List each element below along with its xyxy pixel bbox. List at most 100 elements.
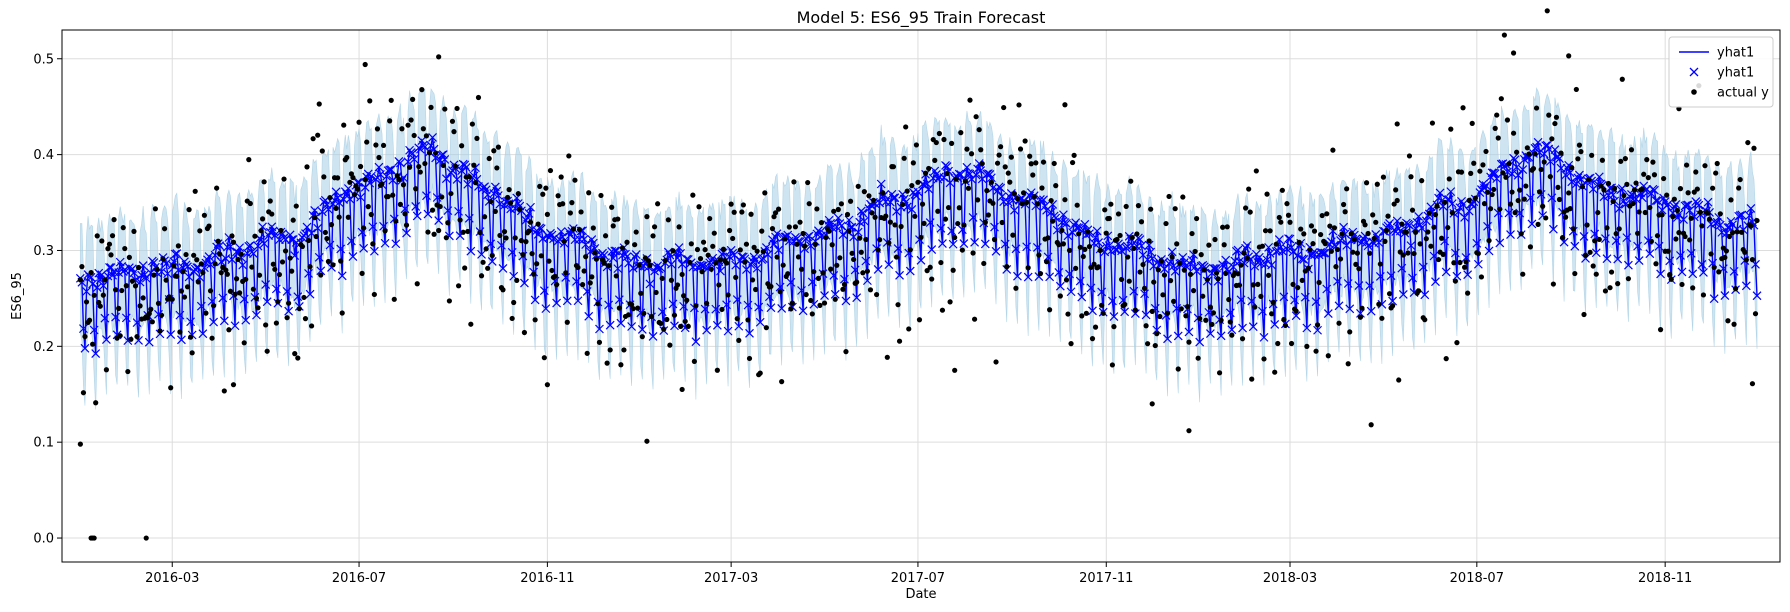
- actual-point: [1657, 327, 1664, 333]
- forecast-marker: [1339, 222, 1349, 232]
- actual-point: [818, 220, 825, 226]
- forecast-marker: [1065, 269, 1074, 279]
- actual-point: [226, 327, 232, 333]
- actual-point: [570, 226, 577, 232]
- actual-point: [1186, 339, 1192, 345]
- actual-point: [1382, 238, 1388, 244]
- actual-point: [1377, 261, 1383, 267]
- actual-point: [566, 153, 572, 159]
- actual-point: [1451, 260, 1457, 266]
- actual-point: [552, 273, 558, 279]
- forecast-marker: [1715, 220, 1725, 230]
- actual-point: [180, 269, 186, 275]
- actual-point: [740, 202, 746, 208]
- actual-point: [690, 192, 696, 198]
- actual-point: [1733, 286, 1739, 292]
- actual-point: [1318, 231, 1324, 238]
- actual-point: [1048, 197, 1054, 204]
- actual-point: [1299, 277, 1305, 283]
- actual-point: [621, 347, 627, 353]
- forecast-marker: [348, 252, 358, 262]
- actual-point: [826, 228, 832, 234]
- forecast-marker: [1259, 332, 1269, 342]
- actual-point: [282, 248, 289, 254]
- actual-point: [1599, 157, 1605, 163]
- actual-point: [102, 277, 108, 283]
- actual-point: [197, 228, 203, 234]
- actual-point: [1644, 157, 1650, 163]
- actual-point: [949, 140, 955, 146]
- actual-point: [786, 224, 792, 230]
- actual-point: [1737, 176, 1743, 183]
- forecast-marker: [380, 238, 390, 248]
- actual-point: [1748, 223, 1754, 229]
- actual-point: [861, 189, 867, 195]
- forecast-marker: [487, 257, 497, 266]
- forecast-marker: [1628, 194, 1638, 204]
- actual-outlier-point: [1186, 428, 1192, 434]
- forecast-marker: [905, 266, 915, 276]
- legend-label: yhat1: [1717, 66, 1754, 81]
- actual-point: [1685, 190, 1691, 196]
- actual-point: [725, 292, 731, 298]
- actual-outlier-point: [362, 61, 368, 68]
- forecast-marker: [942, 162, 952, 171]
- actual-point: [1359, 305, 1365, 311]
- actual-outlier-point: [230, 382, 237, 388]
- forecast-marker: [1365, 281, 1375, 291]
- forecast-marker: [261, 280, 271, 289]
- actual-point: [212, 261, 218, 267]
- actual-point: [1636, 209, 1642, 215]
- actual-point: [717, 257, 724, 263]
- actual-point: [417, 169, 423, 175]
- actual-point: [794, 241, 800, 247]
- actual-point: [887, 219, 893, 225]
- forecast-marker: [1055, 281, 1065, 291]
- actual-point: [647, 262, 653, 268]
- forecast-marker: [838, 230, 848, 240]
- actual-point: [413, 186, 419, 192]
- actual-point: [1295, 285, 1301, 291]
- actual-point: [503, 235, 509, 241]
- actual-point: [210, 303, 217, 309]
- actual-point: [1273, 241, 1279, 247]
- actual-point: [909, 183, 915, 189]
- forecast-marker: [443, 206, 453, 216]
- actual-point: [1269, 311, 1275, 317]
- actual-point: [1711, 264, 1717, 271]
- actual-point: [469, 121, 475, 127]
- forecast-marker: [1651, 196, 1661, 205]
- forecast-marker: [1264, 242, 1274, 252]
- actual-point: [769, 226, 776, 232]
- actual-point: [1553, 114, 1560, 120]
- forecast-marker: [924, 184, 934, 194]
- actual-point: [527, 219, 534, 225]
- actual-point: [1624, 181, 1630, 187]
- actual-point: [1014, 195, 1021, 202]
- forecast-marker: [1107, 296, 1117, 306]
- actual-point: [374, 126, 381, 132]
- actual-point: [867, 287, 874, 293]
- actual-point: [1016, 102, 1022, 108]
- actual-point: [919, 201, 926, 207]
- actual-point: [1722, 254, 1728, 261]
- actual-point: [1213, 270, 1220, 276]
- actual-point: [553, 282, 560, 288]
- actual-point: [1096, 264, 1102, 270]
- actual-point: [961, 222, 967, 228]
- actual-point: [874, 291, 880, 298]
- actual-point: [181, 294, 188, 300]
- actual-point: [702, 247, 708, 253]
- actual-point: [1579, 184, 1586, 190]
- forecast-marker: [1375, 272, 1385, 281]
- actual-point: [289, 268, 295, 274]
- actual-point: [324, 235, 330, 242]
- forecast-marker: [1515, 208, 1525, 218]
- actual-point: [900, 201, 906, 208]
- actual-point: [1181, 267, 1187, 273]
- actual-point: [1282, 322, 1289, 328]
- actual-point: [1210, 310, 1217, 316]
- actual-point: [1051, 160, 1057, 167]
- actual-outlier-point: [1749, 381, 1756, 387]
- forecast-marker: [1633, 241, 1643, 251]
